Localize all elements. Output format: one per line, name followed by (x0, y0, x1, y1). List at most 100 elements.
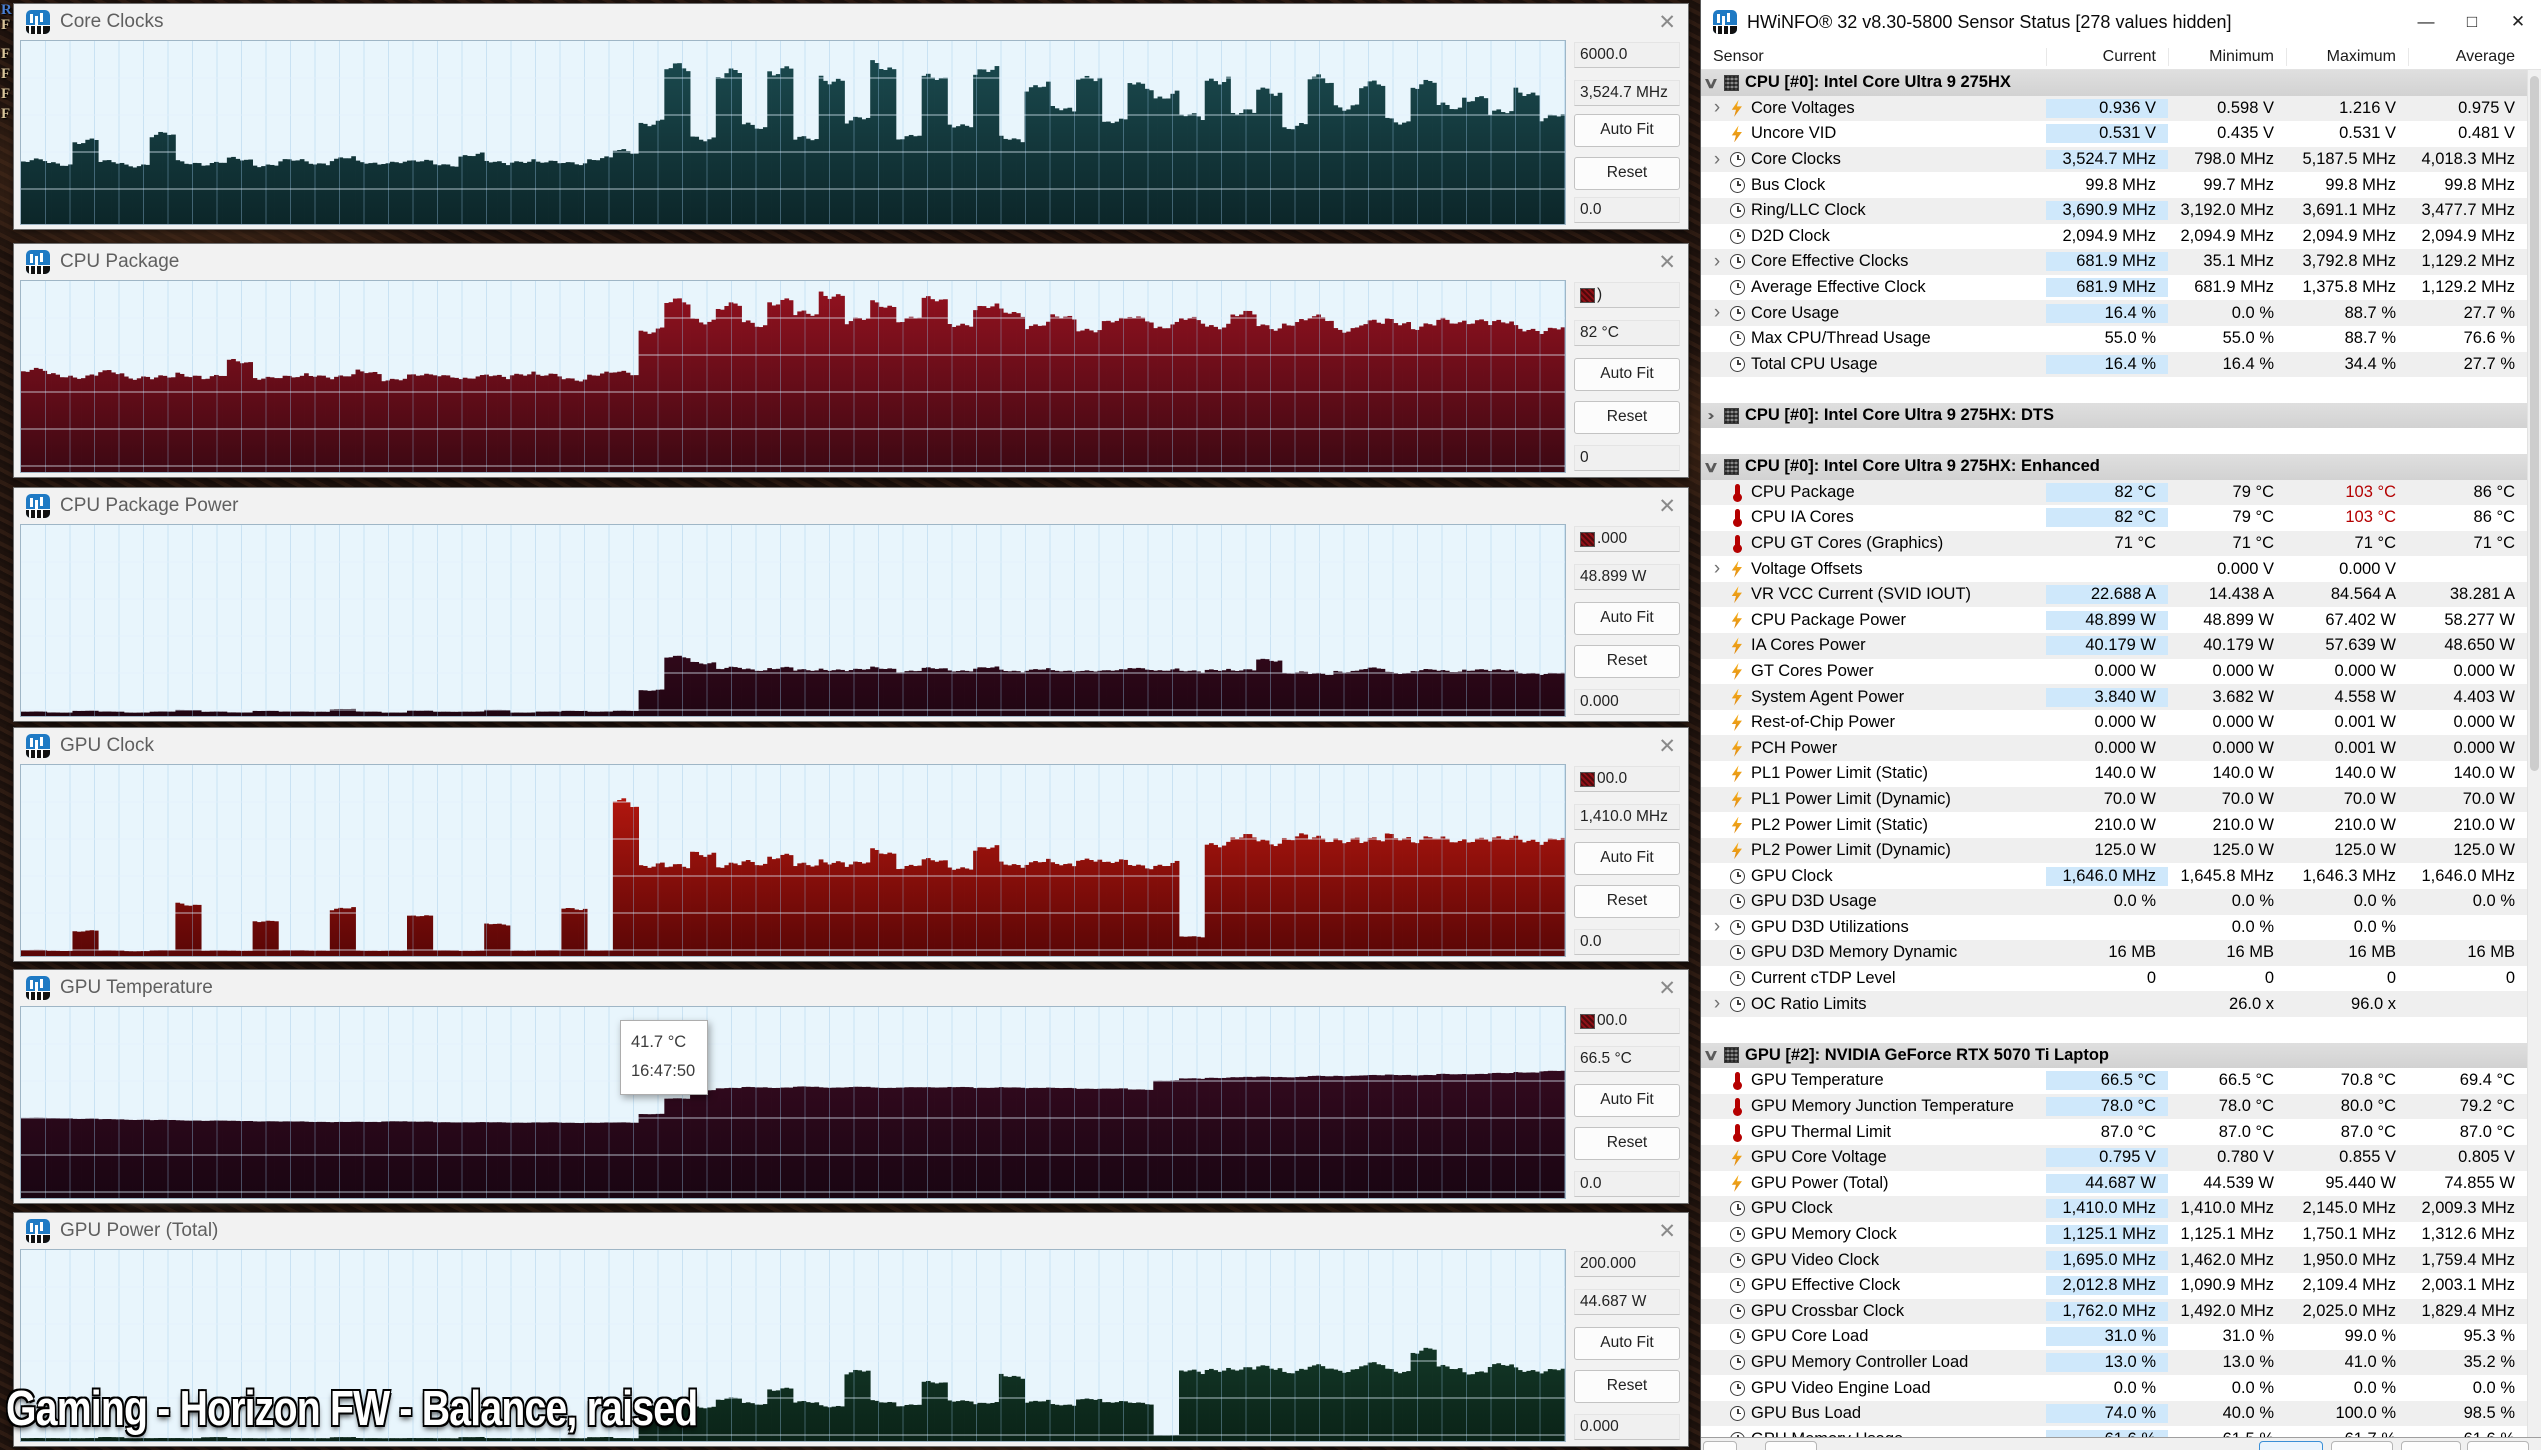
sensor-section-row[interactable]: ∨ CPU [#0]: Intel Core Ultra 9 275HX (1701, 70, 2527, 96)
close-icon[interactable]: ✕ (1658, 10, 1676, 34)
column-current[interactable]: Current (2046, 47, 2168, 66)
sensor-row[interactable]: GPU Memory Controller Load 13.0 % 13.0 % 41… (1701, 1349, 2527, 1376)
reset-button[interactable]: Reset (1574, 156, 1680, 190)
desktop-icon-label[interactable]: F (1, 17, 11, 33)
chevron-down-icon[interactable]: ∨ (1702, 74, 1720, 92)
close-icon[interactable]: ✕ (1658, 734, 1676, 758)
sensor-row[interactable]: System Agent Power 3.840 W 3.682 W 4.558 W 4… (1701, 684, 2527, 710)
auto-fit-button[interactable]: Auto Fit (1574, 357, 1680, 391)
sensor-row[interactable]: GPU D3D Memory Dynamic 16 MB 16 MB 16 MB 16 … (1701, 940, 2527, 966)
graph-plot-area[interactable] (20, 764, 1566, 957)
sensor-row[interactable]: GPU Core Voltage 0.795 V 0.780 V 0.855 V 0.8… (1701, 1144, 2527, 1171)
sensor-row[interactable]: GPU Power (Total) 44.687 W 44.539 W 95.440 … (1701, 1171, 2527, 1197)
column-average[interactable]: Average (2408, 47, 2527, 66)
sensor-row[interactable]: GPU Memory Usage61.6 %61.5 %61.7 %61.6 % (1701, 1426, 2527, 1437)
sensor-row[interactable]: Rest-of-Chip Power 0.000 W 0.000 W 0.001 W 0… (1701, 710, 2527, 736)
reset-button[interactable]: Reset (1574, 884, 1680, 918)
minimize-icon[interactable]: — (2417, 12, 2435, 31)
sensor-row[interactable]: › Voltage Offsets 0.000 V 0.000 V (1701, 556, 2527, 582)
graph-window-titlebar[interactable]: GPU Temperature ✕ (14, 970, 1688, 1006)
reset-button[interactable]: Reset (1574, 1126, 1680, 1160)
expander-icon[interactable]: › (1713, 916, 1721, 938)
chevron-down-icon[interactable]: ∨ (1702, 458, 1720, 476)
sensor-table-header[interactable]: Sensor Current Minimum Maximum Average (1701, 44, 2541, 70)
column-minimum[interactable]: Minimum (2168, 47, 2286, 66)
sensor-row[interactable]: Average Effective Clock 681.9 MHz 681.9 MH… (1701, 275, 2527, 301)
graph-window-titlebar[interactable]: CPU Package Power ✕ (14, 488, 1688, 524)
footer-button[interactable] (2259, 1441, 2323, 1450)
sensor-row[interactable]: GPU Video Engine Load 0.0 % 0.0 % 0.0 % 0.0 … (1701, 1375, 2527, 1401)
sensor-row[interactable]: › Core Effective Clocks 681.9 MHz 35.1 MHz 3… (1701, 249, 2527, 275)
sensor-row[interactable]: GPU Clock 1,646.0 MHz 1,645.8 MHz 1,646.3 M… (1701, 863, 2527, 889)
sensor-section-row[interactable]: ∨ CPU [#0]: Intel Core Ultra 9 275HX: Enh… (1701, 453, 2527, 480)
close-icon[interactable]: ✕ (1658, 494, 1676, 518)
maximize-icon[interactable]: □ (2466, 12, 2478, 31)
sensor-row[interactable]: GPU Memory Clock 1,125.1 MHz 1,125.1 MHz 1,… (1701, 1222, 2527, 1248)
desktop-icon-label[interactable]: F (1, 66, 11, 82)
footer-button[interactable] (1765, 1441, 1817, 1450)
sensor-row[interactable]: GPU Memory Junction Temperature 78.0 °C 78… (1701, 1093, 2527, 1120)
graph-plot-area[interactable] (20, 40, 1566, 225)
footer-button[interactable] (1703, 1441, 1737, 1450)
sensor-row[interactable]: GPU Video Clock 1,695.0 MHz 1,462.0 MHz 1,9… (1701, 1247, 2527, 1273)
auto-fit-button[interactable]: Auto Fit (1574, 1326, 1680, 1360)
sensor-row[interactable]: VR VCC Current (SVID IOUT) 22.688 A 14.438… (1701, 581, 2527, 608)
sensor-row[interactable]: GPU Thermal Limit 87.0 °C 87.0 °C 87.0 °C 87… (1701, 1119, 2527, 1145)
expander-icon[interactable]: › (1713, 558, 1721, 580)
close-icon[interactable]: ✕ (1658, 976, 1676, 1000)
close-icon[interactable]: ✕ (1658, 250, 1676, 274)
sensor-row[interactable]: D2D Clock 2,094.9 MHz 2,094.9 MHz 2,094.9 M… (1701, 224, 2527, 250)
sensor-row[interactable]: › GPU D3D Utilizations 0.0 % 0.0 % (1701, 915, 2527, 941)
sensor-section-row[interactable]: › CPU [#0]: Intel Core Ultra 9 275HX: DTS (1701, 402, 2527, 429)
graph-color-swatch[interactable] (1580, 531, 1595, 547)
sensor-row[interactable]: › Core Usage 16.4 % 0.0 % 88.7 % 27.7 % (1701, 300, 2527, 326)
sensor-row[interactable]: IA Cores Power 40.179 W 40.179 W 57.639 W 48… (1701, 633, 2527, 659)
desktop-icon-label[interactable]: F (1, 106, 11, 122)
chevron-right-icon[interactable]: › (1707, 407, 1715, 425)
sensor-row[interactable]: Ring/LLC Clock 3,690.9 MHz 3,192.0 MHz 3,69… (1701, 197, 2527, 224)
desktop-icon-label[interactable]: R (1, 2, 12, 18)
sensor-row[interactable]: Max CPU/Thread Usage 55.0 % 55.0 % 88.7 % 76… (1701, 326, 2527, 352)
reset-button[interactable]: Reset (1574, 644, 1680, 678)
graph-window-titlebar[interactable]: Core Clocks ✕ (14, 4, 1688, 40)
sensor-row[interactable]: › Core Clocks 3,524.7 MHz 798.0 MHz 5,187.5 … (1701, 146, 2527, 173)
graph-plot-area[interactable] (20, 1006, 1566, 1199)
close-icon[interactable]: ✕ (2510, 12, 2526, 31)
footer-button[interactable] (2401, 1441, 2461, 1450)
sensor-row[interactable]: GPU Core Load 31.0 % 31.0 % 99.0 % 95.3 % (1701, 1324, 2527, 1350)
graph-window-titlebar[interactable]: GPU Power (Total) ✕ (14, 1213, 1688, 1249)
graph-window-titlebar[interactable]: CPU Package ✕ (14, 244, 1688, 280)
sensor-row[interactable]: Uncore VID 0.531 V 0.435 V 0.531 V 0.481 V (1701, 121, 2527, 147)
sensor-row[interactable]: GPU Clock 1,410.0 MHz 1,410.0 MHz 2,145.0 M… (1701, 1196, 2527, 1222)
reset-button[interactable]: Reset (1574, 400, 1680, 434)
sensor-row[interactable]: Bus Clock 99.8 MHz 99.7 MHz 99.8 MHz 99.8 MH… (1701, 172, 2527, 198)
sensor-row[interactable]: PL1 Power Limit (Dynamic) 70.0 W 70.0 W 70.… (1701, 786, 2527, 813)
sensor-row[interactable]: GPU D3D Usage 0.0 % 0.0 % 0.0 % 0.0 % (1701, 889, 2527, 915)
graph-window-titlebar[interactable]: GPU Clock ✕ (14, 728, 1688, 764)
footer-button[interactable] (2467, 1441, 2529, 1450)
sensor-row[interactable]: CPU Package Power 48.899 W 48.899 W 67.402 … (1701, 607, 2527, 633)
sensor-row[interactable]: GT Cores Power 0.000 W 0.000 W 0.000 W 0.000… (1701, 659, 2527, 685)
scrollbar-thumb[interactable] (2530, 76, 2539, 771)
expander-icon[interactable]: › (1713, 97, 1721, 119)
sensor-row[interactable]: GPU Effective Clock 2,012.8 MHz 1,090.9 MH… (1701, 1273, 2527, 1299)
sensor-section-row[interactable]: ∨ GPU [#2]: NVIDIA GeForce RTX 5070 Ti La… (1701, 1042, 2527, 1069)
sensor-row[interactable]: Current cTDP Level 0 0 0 0 (1701, 966, 2527, 992)
sensor-row[interactable]: PL2 Power Limit (Static) 210.0 W 210.0 W 21… (1701, 812, 2527, 838)
desktop-icon-label[interactable]: F (1, 46, 11, 62)
graph-plot-area[interactable] (20, 1249, 1566, 1442)
expander-icon[interactable]: › (1713, 993, 1721, 1015)
graph-plot-area[interactable] (20, 524, 1566, 717)
footer-button[interactable] (2331, 1441, 2393, 1450)
sensor-row[interactable]: CPU IA Cores 82 °C 79 °C 103 °C 86 °C (1701, 505, 2527, 531)
sensor-row[interactable]: PL2 Power Limit (Dynamic) 125.0 W 125.0 W 1… (1701, 837, 2527, 864)
auto-fit-button[interactable]: Auto Fit (1574, 1083, 1680, 1117)
sensor-row[interactable]: Total CPU Usage 16.4 % 16.4 % 34.4 % 27.7 % (1701, 351, 2527, 378)
close-icon[interactable]: ✕ (1658, 1219, 1676, 1243)
auto-fit-button[interactable]: Auto Fit (1574, 601, 1680, 635)
desktop-icon-label[interactable]: F (1, 86, 11, 102)
sensor-row[interactable]: GPU Crossbar Clock 1,762.0 MHz 1,492.0 MHz… (1701, 1298, 2527, 1325)
vertical-scrollbar[interactable] (2527, 70, 2541, 1437)
sensor-row[interactable]: CPU GT Cores (Graphics) 71 °C 71 °C 71 °C 71… (1701, 530, 2527, 557)
expander-icon[interactable]: › (1713, 148, 1721, 170)
